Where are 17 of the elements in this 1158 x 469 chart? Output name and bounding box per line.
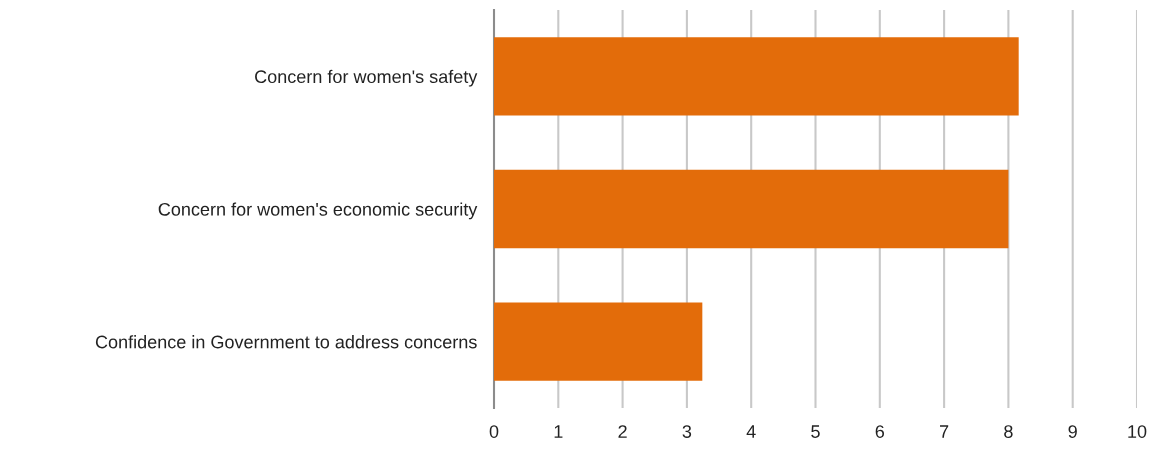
x-tick-label: 6 xyxy=(875,425,885,438)
bar xyxy=(494,37,1019,116)
y-tick-label: Confidence in Government to address concerns xyxy=(95,335,477,349)
bar xyxy=(494,169,1009,249)
bar xyxy=(494,302,703,381)
x-tick-label: 9 xyxy=(1068,425,1077,438)
x-tick-label: 0 xyxy=(489,425,499,438)
x-tick-label: 8 xyxy=(1004,425,1013,438)
x-tick-label: 1 xyxy=(554,425,563,438)
x-tick-label: 2 xyxy=(618,425,627,438)
x-tick-label: 10 xyxy=(1128,425,1147,438)
x-tick-label: 5 xyxy=(811,425,820,438)
x-tick-label: 4 xyxy=(746,425,756,438)
y-tick-label: Concern for women's safety xyxy=(255,69,478,87)
y-tick-label: Concern for women's economic security xyxy=(158,202,478,220)
x-tick-label: 3 xyxy=(682,425,692,438)
x-tick-label: 7 xyxy=(940,425,949,438)
